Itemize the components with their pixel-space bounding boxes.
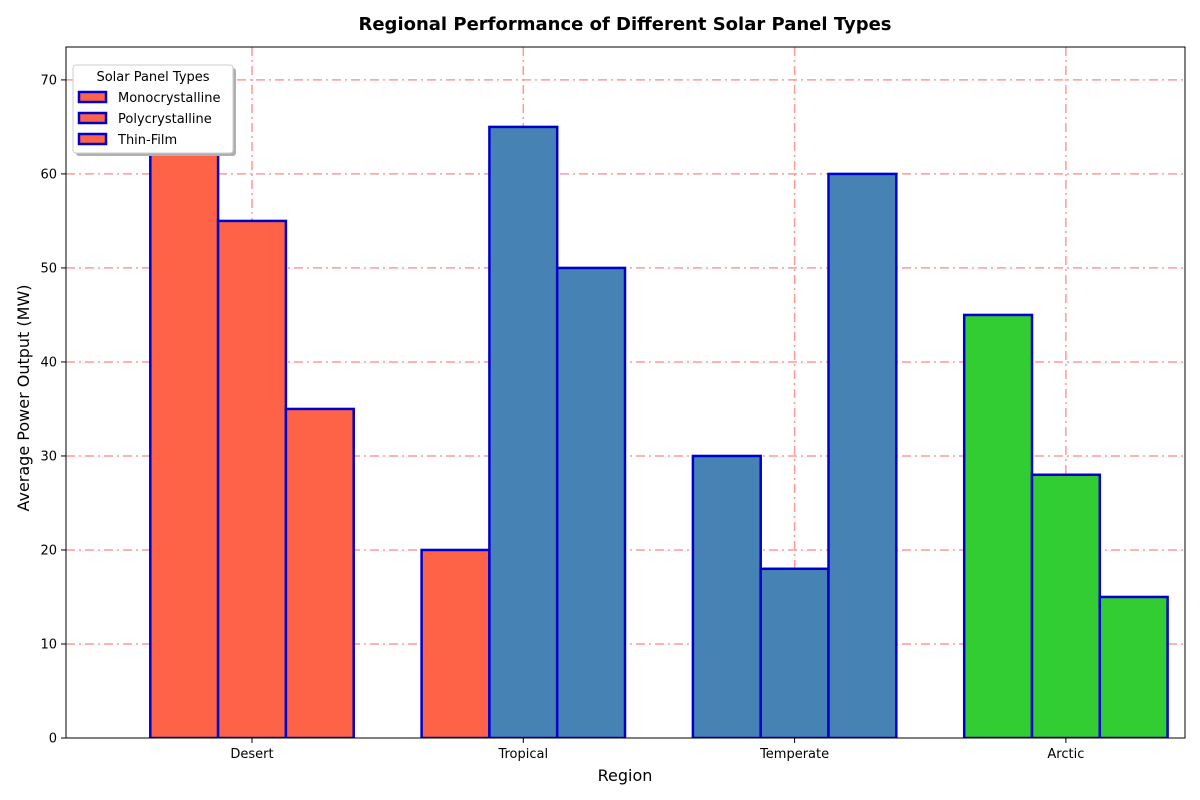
bar-arctic-monocrystalline — [962, 313, 1034, 738]
bar-arctic-polycrystalline — [1030, 473, 1102, 738]
x-ticks: Desert Tropical Temperate Arctic — [230, 738, 1084, 762]
bar-tropical-thin-film — [555, 266, 627, 738]
legend-entry-label: Polycrystalline — [118, 112, 212, 127]
x-tick-label: Desert — [230, 747, 273, 762]
x-tick-label: Temperate — [759, 747, 829, 762]
bars-group — [149, 78, 1169, 738]
legend-title: Solar Panel Types — [96, 70, 209, 85]
legend-swatch — [77, 90, 108, 104]
bar-tropical-polycrystalline — [488, 125, 559, 738]
bar-temperate-thin-film — [827, 172, 898, 738]
y-ticks: 0 10 20 30 40 50 60 70 — [40, 73, 66, 747]
chart-title: Regional Performance of Different Solar … — [358, 14, 891, 35]
y-tick-label: 20 — [40, 543, 57, 558]
legend-box — [72, 64, 234, 154]
y-tick-label: 70 — [40, 73, 57, 88]
y-tick-label: 0 — [49, 732, 57, 747]
x-tick-label: Tropical — [497, 747, 548, 762]
y-tick-label: 50 — [40, 261, 57, 276]
bar-tropical-monocrystalline — [420, 548, 491, 738]
bar-desert-monocrystalline — [149, 78, 220, 738]
legend-entry-label: Thin-Film — [117, 133, 177, 148]
y-tick-label: 10 — [40, 637, 57, 652]
x-tick-label: Arctic — [1047, 747, 1084, 762]
y-tick-label: 40 — [40, 355, 57, 370]
bar-desert-polycrystalline — [216, 219, 288, 738]
bar-temperate-monocrystalline — [691, 454, 762, 738]
bar-temperate-polycrystalline — [759, 567, 830, 738]
legend-swatch — [77, 132, 108, 146]
legend-swatch — [77, 111, 108, 125]
bar-desert-thin-film — [284, 407, 355, 738]
y-tick-label: 60 — [40, 167, 57, 182]
plot-frame — [65, 46, 1186, 739]
axes — [65, 46, 1186, 739]
bar-arctic-thin-film — [1098, 595, 1169, 738]
legend: Solar Panel Types Monocrystalline Polycrys… — [72, 64, 236, 156]
legend-entry-label: Monocrystalline — [118, 91, 220, 106]
x-axis-label: Region — [598, 766, 653, 785]
y-tick-label: 30 — [40, 449, 57, 464]
y-axis-label: Average Power Output (MW) — [14, 284, 33, 511]
